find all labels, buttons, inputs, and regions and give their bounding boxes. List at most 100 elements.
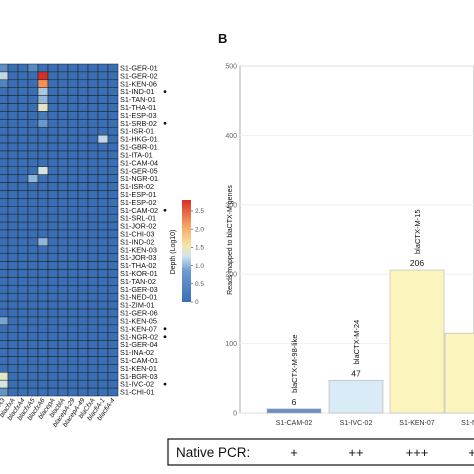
heatmap-row-label: S1-GER-01 xyxy=(120,64,158,73)
heatmap-cell xyxy=(57,372,69,381)
heatmap-cell xyxy=(77,364,89,373)
bar xyxy=(266,408,322,414)
heatmap-cell xyxy=(67,340,79,349)
heatmap-cell xyxy=(17,71,29,81)
heatmap-cell xyxy=(57,292,69,302)
heatmap-cell xyxy=(87,103,99,112)
heatmap-cell xyxy=(67,166,79,175)
heatmap-cell xyxy=(17,95,29,104)
heatmap-cell xyxy=(87,348,99,357)
heatmap-cell xyxy=(7,174,19,183)
heatmap-cell xyxy=(37,379,49,389)
heatmap-cell xyxy=(57,103,69,112)
heatmap-cell xyxy=(87,316,99,326)
heatmap-cell xyxy=(47,332,59,341)
heatmap-panel xyxy=(0,63,119,397)
heatmap-cell xyxy=(17,261,29,270)
heatmap-cell xyxy=(77,285,89,294)
heatmap-cell xyxy=(47,277,59,286)
heatmap-cell xyxy=(97,237,109,247)
heatmap-cell xyxy=(107,158,119,168)
heatmap-cell xyxy=(57,158,69,168)
heatmap-cell xyxy=(0,174,9,183)
heatmap-cell xyxy=(107,126,119,136)
heatmap-cell xyxy=(87,364,99,373)
heatmap-cell xyxy=(107,87,119,96)
heatmap-cell xyxy=(67,190,79,199)
heatmap-cell xyxy=(17,221,29,231)
heatmap-cell xyxy=(107,166,119,175)
heatmap-cell xyxy=(97,324,109,334)
heatmap-cell xyxy=(0,277,9,286)
heatmap-cell xyxy=(17,142,29,152)
heatmap-cell xyxy=(47,134,59,144)
heatmap-cell xyxy=(0,142,9,152)
heatmap-cell xyxy=(97,158,109,168)
heatmap-cell xyxy=(0,198,9,207)
colorbar-title: Depth (Log10) xyxy=(170,230,177,275)
heatmap-cell xyxy=(47,182,59,191)
heatmap-cell xyxy=(47,206,59,215)
heatmap-cell xyxy=(57,277,69,286)
heatmap-cell xyxy=(7,316,19,326)
heatmap-row-label: S1-SRB-02 xyxy=(120,119,157,128)
heatmap-cell xyxy=(57,87,69,96)
heatmap-cell xyxy=(107,324,119,334)
heatmap-cell xyxy=(17,277,29,286)
heatmap-cell xyxy=(0,348,9,357)
heatmap-cell xyxy=(47,253,59,262)
heatmap-cell xyxy=(107,229,119,239)
heatmap-cell xyxy=(7,126,19,136)
heatmap-cell xyxy=(57,166,69,175)
heatmap-cell xyxy=(7,253,19,262)
heatmap-cell xyxy=(87,79,99,88)
heatmap-row-label: S1-THA-02 xyxy=(120,261,157,270)
heatmap-cell xyxy=(27,213,39,223)
heatmap-cell xyxy=(47,63,59,73)
heatmap-cell xyxy=(37,213,49,223)
heatmap-cell xyxy=(67,387,79,397)
heatmap-cell xyxy=(67,300,79,310)
heatmap-row-label: S1-GBR-01 xyxy=(120,143,158,152)
heatmap-cell xyxy=(17,237,29,247)
heatmap-cell xyxy=(17,111,29,120)
heatmap-cell xyxy=(97,166,109,175)
heatmap-cell xyxy=(87,111,99,120)
heatmap-cell xyxy=(87,340,99,349)
heatmap-cell xyxy=(77,348,89,357)
heatmap-cell xyxy=(107,71,119,81)
heatmap-cell xyxy=(77,158,89,168)
heatmap-cell xyxy=(27,103,39,112)
heatmap-cell xyxy=(17,206,29,215)
heatmap-cell xyxy=(27,364,39,373)
heatmap-cell xyxy=(37,292,49,302)
heatmap-cell xyxy=(107,308,119,318)
heatmap-cell xyxy=(0,71,9,81)
heatmap-cell xyxy=(47,300,59,310)
heatmap-cell xyxy=(77,387,89,397)
heatmap-row-label: S1-ISR-01 xyxy=(120,127,154,136)
heatmap-cell xyxy=(77,372,89,381)
heatmap-cell xyxy=(37,285,49,294)
heatmap-cell xyxy=(97,261,109,270)
bar xyxy=(328,380,384,414)
heatmap-cell xyxy=(17,269,29,278)
heatmap-cell xyxy=(7,269,19,278)
heatmap-cell xyxy=(27,158,39,168)
heatmap-cell xyxy=(77,126,89,136)
heatmap-cell xyxy=(27,142,39,152)
bar-category-label: S1-KEN-07 xyxy=(399,420,435,427)
heatmap-cell xyxy=(67,292,79,302)
heatmap-cell xyxy=(77,166,89,175)
heatmap-cell xyxy=(67,356,79,365)
heatmap-cell xyxy=(77,87,89,96)
heatmap-row-label: S1-CHI-01 xyxy=(120,388,154,397)
heatmap-row-label: S1-ISR-02 xyxy=(120,182,154,191)
heatmap-cell xyxy=(27,348,39,357)
heatmap-cell xyxy=(37,372,49,381)
heatmap-cell xyxy=(7,285,19,294)
heatmap-cell xyxy=(107,119,119,128)
heatmap-cell xyxy=(77,198,89,207)
heatmap-cell xyxy=(17,158,29,168)
